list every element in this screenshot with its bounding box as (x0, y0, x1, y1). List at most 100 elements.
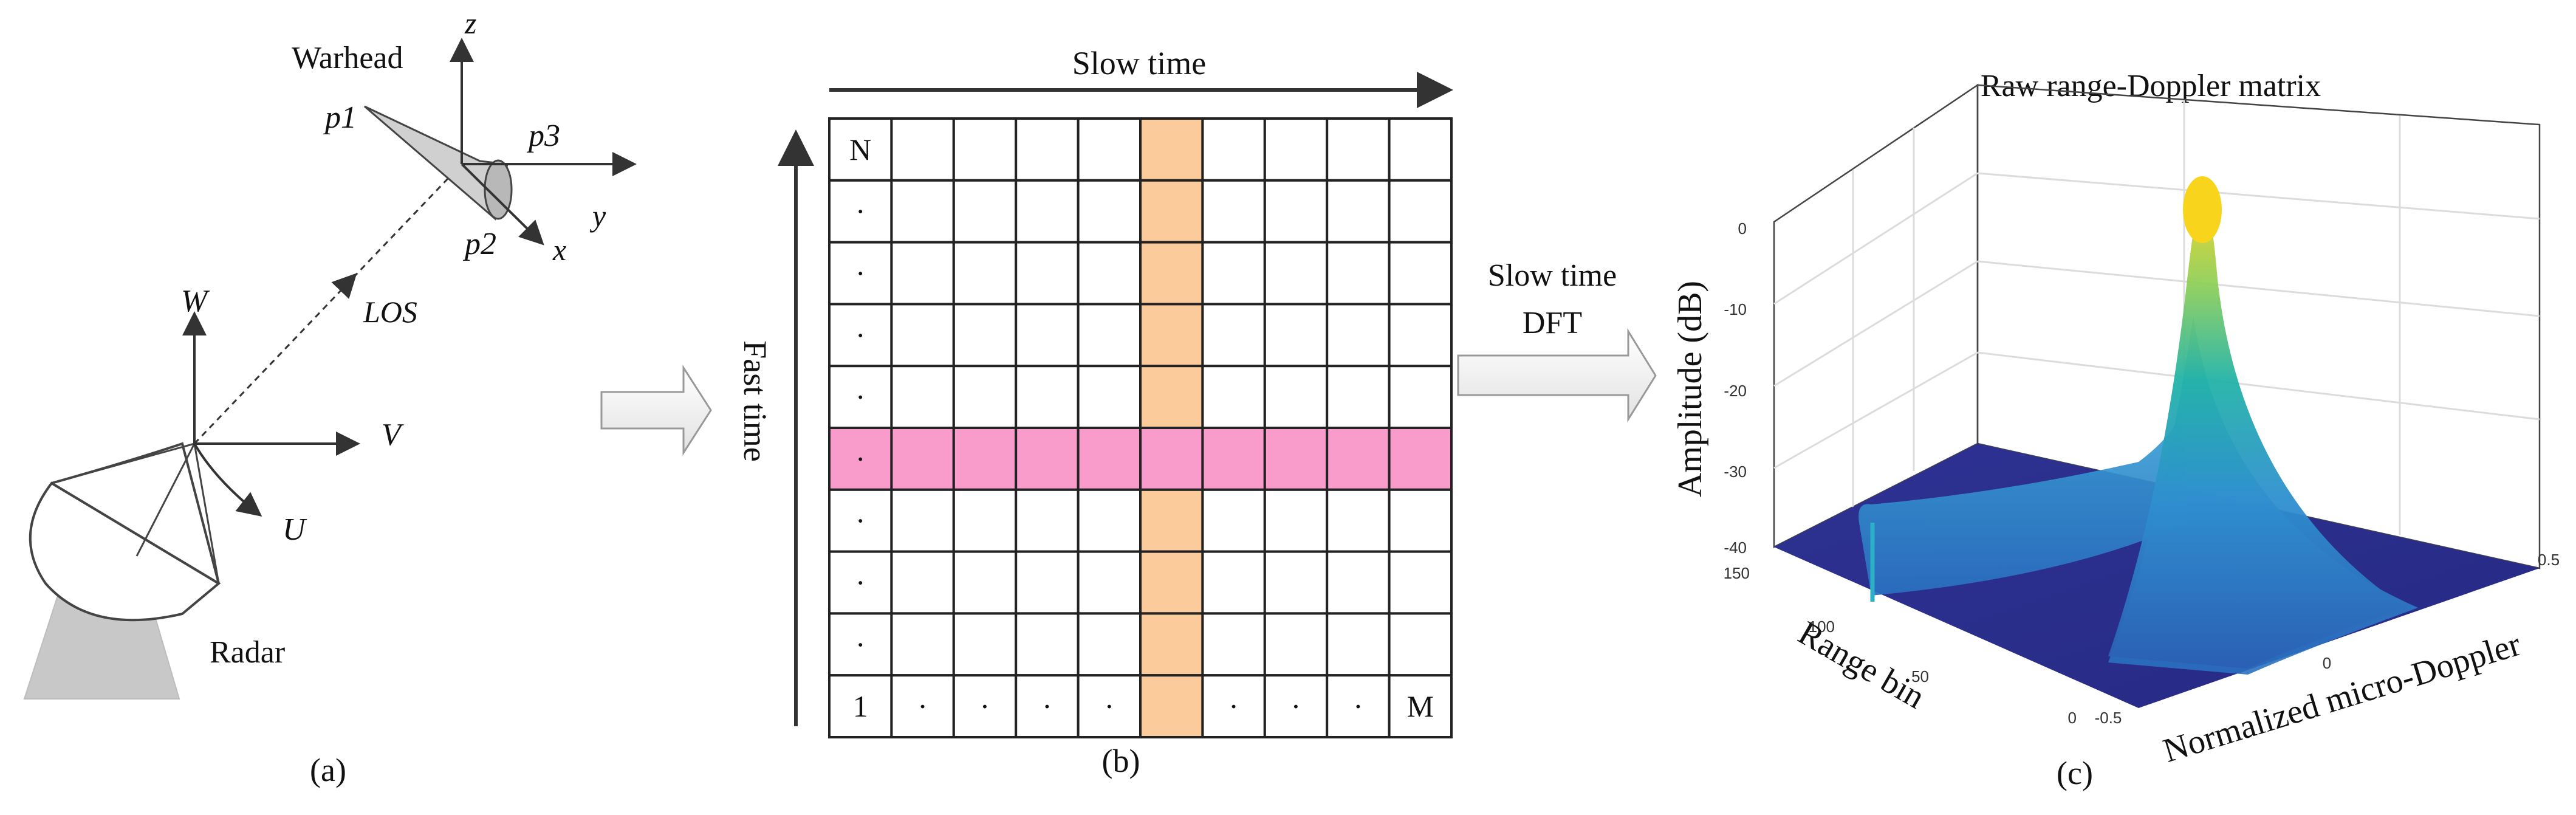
matrix-cell (1326, 674, 1391, 738)
matrix-cell (828, 674, 893, 738)
matrix-cell (1326, 365, 1391, 430)
matrix-cell-label: · (1228, 689, 1239, 723)
matrix-cell (1015, 488, 1080, 553)
matrix-cell (890, 303, 955, 368)
matrix-cell (890, 550, 955, 615)
matrix-cell (952, 241, 1018, 306)
matrix-cell (1263, 179, 1329, 244)
matrix-cell (1139, 179, 1204, 244)
matrix-cell (1077, 488, 1142, 553)
matrix-cell-label: · (855, 380, 866, 414)
axis-v-label: V (382, 418, 404, 452)
matrix-cell (1139, 488, 1204, 553)
x-ticks: -0.5 0 0.5 (2095, 551, 2560, 727)
matrix-cell (890, 674, 955, 738)
matrix-cell (1263, 365, 1329, 430)
matrix-cell-label: 1 (853, 689, 868, 723)
matrix-cell (1388, 427, 1453, 491)
y-tick-0: 0 (2068, 709, 2077, 727)
z-tick-4: -40 (1724, 538, 1747, 557)
matrix-cell (952, 488, 1018, 553)
block-arrow-ab (600, 364, 712, 456)
matrix-cell-label: N (849, 132, 871, 167)
matrix-cell (890, 365, 955, 430)
matrix-cell (1015, 241, 1080, 306)
point-p3-label: p3 (526, 119, 560, 153)
matrix-cell (1263, 241, 1329, 306)
caption-a: (a) (310, 752, 346, 788)
matrix-cell (1388, 674, 1453, 738)
matrix-cell (1077, 179, 1142, 244)
matrix-cell (890, 427, 955, 491)
matrix-cell (1139, 674, 1204, 738)
matrix-cell (1201, 550, 1266, 615)
panel-a: W V U LOS Radar Warhead z y x p1 p2 p3 (… (23, 6, 637, 788)
matrix-cell (1326, 241, 1391, 306)
matrix-cell (1139, 612, 1204, 677)
matrix-cell (1139, 241, 1204, 306)
matrix-cell (1326, 612, 1391, 677)
matrix-cell (1263, 427, 1329, 491)
caption-c: (c) (2057, 755, 2093, 791)
matrix-cell (1388, 303, 1453, 368)
matrix-cell (1263, 303, 1329, 368)
matrix-cell (1263, 550, 1329, 615)
matrix-cell (890, 241, 955, 306)
matrix-cell (1201, 117, 1266, 182)
matrix-cell (1015, 179, 1080, 244)
matrix-cell (1326, 488, 1391, 553)
matrix-cell (1139, 117, 1204, 182)
radar-dish-icon (23, 442, 221, 700)
z-tick-2: -20 (1724, 382, 1747, 400)
point-p2-label: p2 (462, 227, 496, 261)
surface-range-ridge (1858, 395, 2187, 596)
surface-peak-top (2183, 176, 2222, 243)
x-tick-pos: 0.5 (2538, 551, 2560, 569)
matrix-cell (1015, 612, 1080, 677)
matrix-cell (952, 674, 1018, 738)
z-ticks: 0 -10 -20 -30 -40 (1724, 219, 1747, 557)
matrix-cell (1077, 612, 1142, 677)
matrix-cell (1201, 365, 1266, 430)
z-tick-1: -10 (1724, 300, 1747, 318)
matrix-cell (1388, 550, 1453, 615)
transform-label-line2: DFT (1523, 306, 1582, 340)
los-label: LOS (363, 295, 417, 329)
matrix-cell-label: · (855, 256, 866, 291)
axis-w-label: W (181, 284, 210, 318)
matrix-cell (1077, 241, 1142, 306)
block-arrow-bc (1457, 328, 1657, 423)
matrix-cell (1388, 179, 1453, 244)
matrix-cell (1263, 612, 1329, 677)
matrix-cell-label: · (855, 566, 866, 600)
matrix-cell (1139, 427, 1204, 491)
warhead-label: Warhead (292, 41, 403, 75)
matrix-cell (1139, 550, 1204, 615)
fast-time-label: Fast time (737, 340, 773, 462)
matrix-cell-label: · (1104, 689, 1114, 723)
matrix-cell (952, 550, 1018, 615)
matrix-cell (952, 303, 1018, 368)
matrix-cell (952, 365, 1018, 430)
matrix-cell (1263, 488, 1329, 553)
matrix-cell (1388, 117, 1453, 182)
matrix-cell (1015, 365, 1080, 430)
axis-u-label: U (283, 512, 307, 547)
matrix-cell (828, 303, 893, 368)
panel-b: Slow time Fast time N · · · · · · · · 1 · · · · · · · M (… (737, 45, 1453, 779)
z-tick-3: -30 (1724, 463, 1747, 481)
los-line (193, 163, 463, 445)
warhead-cone-icon (364, 105, 513, 221)
matrix-cell-label: · (855, 194, 866, 229)
matrix-cell (890, 488, 955, 553)
matrix-cell-label: · (1042, 689, 1052, 723)
matrix-cell (1326, 179, 1391, 244)
matrix-cell (828, 427, 893, 491)
matrix-cell (1077, 674, 1142, 738)
matrix-cell (1015, 303, 1080, 368)
matrix-cell (1263, 117, 1329, 182)
z-axis-label: Amplitude (dB) (1671, 281, 1709, 497)
matrix-cell (1015, 674, 1080, 738)
matrix-cell (1201, 179, 1266, 244)
